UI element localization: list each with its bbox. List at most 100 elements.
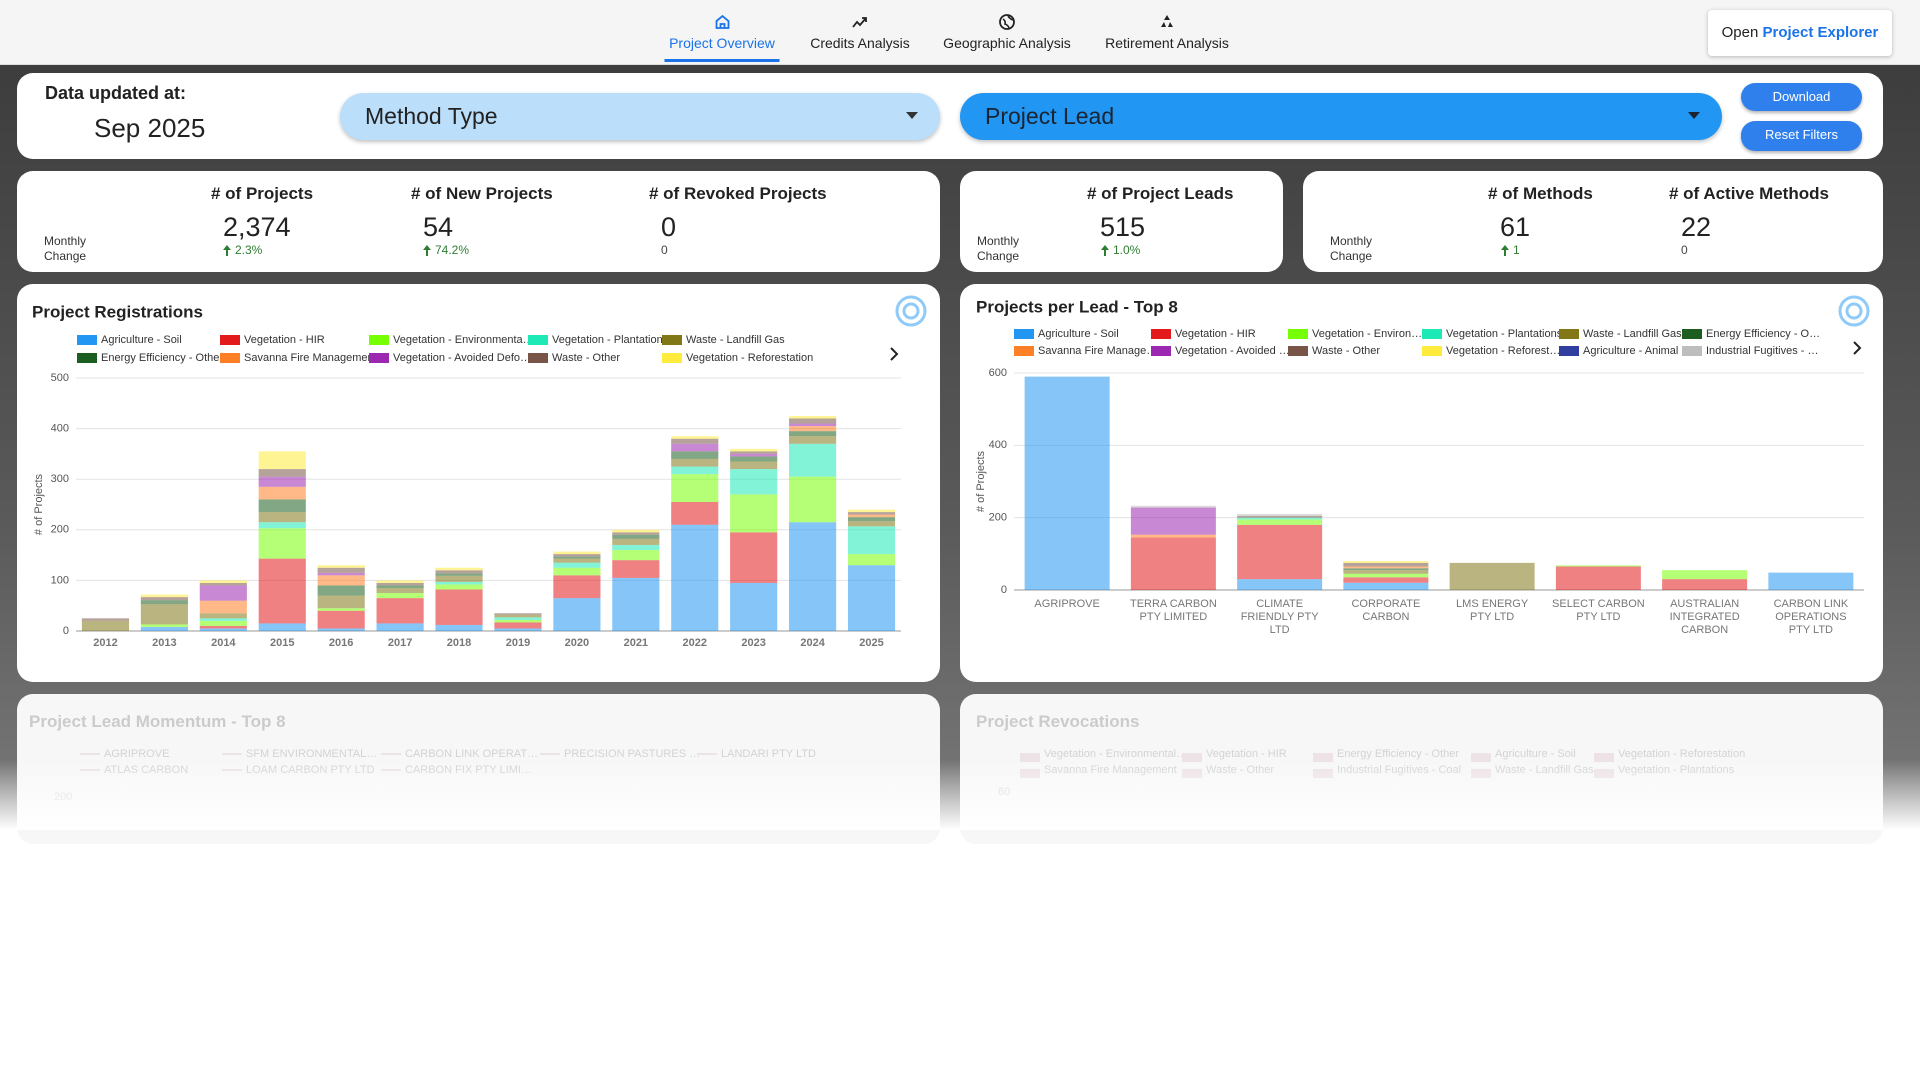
bar-segment (258, 522, 306, 529)
bar-segment (494, 617, 542, 620)
legend-swatch (369, 335, 389, 345)
bar-segment (317, 595, 365, 609)
legend-swatch (369, 353, 389, 363)
x-tick-label: 2015 (270, 637, 294, 649)
reset-button[interactable]: Reset Filters (1741, 121, 1862, 151)
x-tick-label-box: CLIMATE FRIENDLY PTY LTD (1241, 598, 1319, 636)
button-text: Open (1721, 24, 1759, 41)
bar-segment (258, 558, 306, 624)
dropdown-arrow (1688, 112, 1700, 119)
kpi-change: 0 (1681, 243, 1688, 257)
bar-segment (376, 582, 424, 586)
bar-segment (435, 570, 483, 574)
bar-segment (847, 565, 896, 631)
chart-panel (960, 284, 1883, 682)
bar-segment (553, 554, 601, 557)
bar-segment (553, 556, 601, 559)
x-tick-label: 2012 (93, 637, 117, 649)
panel-icon[interactable] (895, 295, 927, 327)
bar-segment (789, 476, 837, 523)
legend-label: Vegetation - HIR (1175, 328, 1256, 340)
legend-label: Vegetation - Avoided Defo… (393, 352, 531, 364)
bar-segment (81, 620, 130, 631)
panel-icon[interactable] (1838, 295, 1870, 327)
bar-segment (199, 618, 247, 621)
legend-swatch (697, 753, 717, 755)
button-text-emphasis: Project Explorer (1762, 24, 1879, 41)
x-tick-label: 2023 (741, 637, 765, 649)
dropdown-label: Project Lead (985, 103, 1115, 129)
bar-segment (1555, 565, 1641, 567)
download-button[interactable]: Download (1741, 83, 1862, 111)
bar-segment (553, 551, 601, 555)
home-icon (715, 14, 729, 29)
x-tick-label: 2017 (388, 637, 412, 649)
bar-segment (1343, 570, 1429, 574)
legend-label: Vegetation - Environmental… (1044, 748, 1188, 760)
project-lead-dropdown[interactable]: Project Lead (960, 93, 1722, 140)
bar-segment (847, 514, 896, 518)
kpi-value: 0 (661, 212, 677, 242)
x-tick-label: 2016 (329, 637, 353, 649)
legend-swatch (662, 353, 682, 363)
nav-tab[interactable]: Geographic Analysis (937, 0, 1077, 64)
method-type-dropdown[interactable]: Method Type (340, 93, 940, 140)
bar-segment (671, 501, 719, 525)
bar-segment (258, 486, 306, 500)
bar-segment (258, 451, 306, 470)
legend-label: Energy Efficiency - Other (101, 352, 223, 364)
bar-segment (258, 476, 306, 487)
legend-swatch (220, 335, 240, 345)
bar-segment (847, 512, 896, 515)
legend-next[interactable] (890, 347, 899, 361)
recycle-icon (1161, 15, 1173, 27)
kpi-card (1303, 171, 1883, 272)
legend-label: Vegetation - Reforestation (686, 352, 813, 364)
bar-segment (612, 529, 660, 533)
bar-segment (730, 532, 778, 583)
bar-segment (789, 431, 837, 437)
nav-tab[interactable]: Credits Analysis (805, 0, 915, 64)
legend-swatch (1151, 329, 1171, 339)
nav-tab[interactable]: Project Overview (664, 0, 780, 64)
x-tick-label: 2022 (683, 637, 707, 649)
bar-segment (1768, 572, 1854, 590)
bar-segment (730, 461, 778, 470)
x-tick-label: 2013 (152, 637, 176, 649)
y-tick-label: 600 (989, 367, 1007, 379)
bar-segment (730, 582, 778, 631)
bottom-fade (0, 760, 1920, 830)
x-tick-label: CARBON LINK OPERATIONS PTY LTD (1773, 598, 1849, 636)
x-tick-label: 2024 (800, 637, 825, 649)
legend-label: SFM ENVIRONMENTAL… (246, 748, 378, 760)
bar-segment (258, 499, 306, 513)
bar-segment (1343, 573, 1429, 578)
bar-segment (612, 532, 660, 535)
bar-segment (730, 453, 778, 457)
legend-label: AGRIPROVE (104, 748, 170, 760)
kpi-label: # of Revoked Projects (649, 184, 827, 203)
bar-segment (1130, 534, 1216, 538)
bar-segment (789, 415, 837, 419)
bar-segment (1343, 566, 1429, 569)
legend-next[interactable] (1853, 341, 1862, 355)
x-tick-label: 2025 (859, 637, 883, 649)
bar-segment (612, 534, 660, 539)
bar-segment (435, 573, 483, 576)
kpi-label: # of Active Methods (1669, 184, 1829, 203)
explorer-button[interactable]: Open Project Explorer (1708, 10, 1892, 56)
bar-segment (1237, 519, 1323, 525)
legend-swatch (77, 353, 97, 363)
nav-tab[interactable]: Retirement Analysis (1097, 0, 1237, 64)
kpi-label: # of Projects (211, 184, 314, 203)
bar-segment (435, 584, 483, 590)
bar-segment (317, 608, 365, 611)
chart-title: Project Registrations (32, 302, 203, 321)
bar-segment (140, 594, 188, 598)
panel-title: Project Revocations (976, 712, 1140, 731)
y-tick-label: 0 (63, 625, 69, 637)
bar-segment (671, 458, 719, 467)
x-tick-label: CORPORATE CARBON (1351, 598, 1421, 623)
legend-swatch (220, 353, 240, 363)
